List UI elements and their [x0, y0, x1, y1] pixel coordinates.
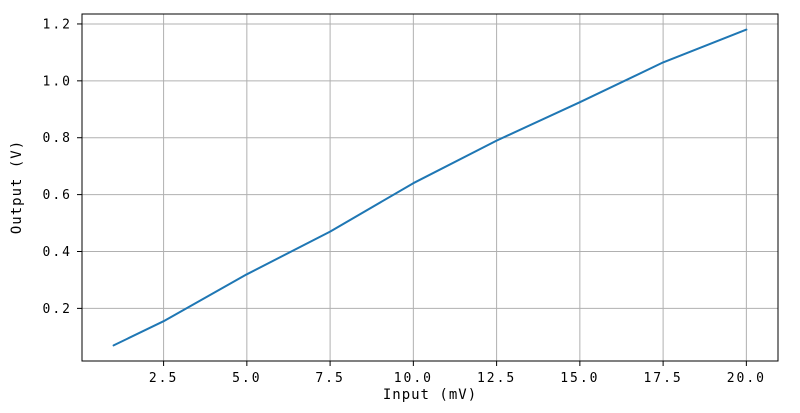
- y-tick-label: 0.4: [43, 245, 72, 260]
- y-tick-label: 0.6: [43, 188, 72, 203]
- data-series: [112, 28, 748, 347]
- y-tick-label: 0.8: [43, 131, 72, 146]
- x-tick-label: 12.5: [477, 371, 516, 386]
- x-tick-label: 15.0: [560, 371, 599, 386]
- x-tick-label: 7.5: [315, 371, 344, 386]
- axis-ticks: [77, 23, 747, 366]
- tick-labels: 2.5 5.0 7.5 10.0 12.5 15.0 17.5 20.0 0.2 0.4 0.6 0.…: [43, 17, 766, 386]
- x-tick-label: 5.0: [232, 371, 261, 386]
- y-tick-label: 1.0: [43, 74, 72, 89]
- axes-box: [81, 13, 779, 362]
- grid-lines: [82, 14, 778, 361]
- x-axis-label: Input (mV): [383, 387, 477, 403]
- series-line-output-vs-input: [112, 28, 748, 347]
- y-tick-label: 1.2: [43, 17, 72, 32]
- x-tick-label: 10.0: [394, 371, 433, 386]
- x-tick-label: 2.5: [149, 371, 178, 386]
- y-tick-label: 0.2: [43, 302, 72, 317]
- x-tick-label: 20.0: [727, 371, 766, 386]
- y-axis-label: Output (V): [9, 140, 25, 234]
- x-tick-label: 17.5: [643, 371, 682, 386]
